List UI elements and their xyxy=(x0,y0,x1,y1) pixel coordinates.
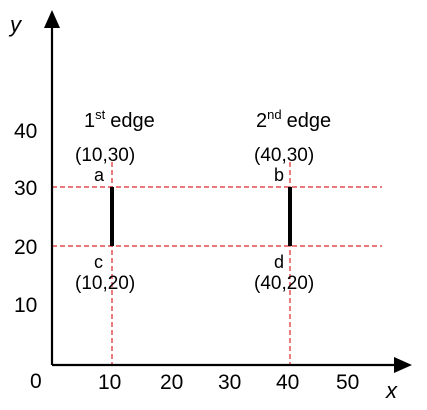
x-tick-label: 50 xyxy=(336,371,359,394)
point-c-label: c xyxy=(94,252,103,272)
point-c-coordinate: (10,20) xyxy=(75,273,135,294)
point-a-label: a xyxy=(94,165,105,185)
point-d-coordinate: (40,20) xyxy=(254,273,314,294)
x-axis-arrow xyxy=(394,357,412,373)
x-tick-label: 40 xyxy=(276,371,299,394)
x-axis-label: x xyxy=(385,378,398,403)
point-d-label: d xyxy=(274,252,284,272)
origin-label: 0 xyxy=(30,370,42,393)
x-tick-label: 10 xyxy=(98,371,121,394)
y-axis-arrow xyxy=(44,10,60,28)
point-b-coordinate: (40,30) xyxy=(254,145,314,166)
x-tick-label: 20 xyxy=(160,371,183,394)
y-tick-label: 20 xyxy=(14,236,37,259)
point-b-label: b xyxy=(274,165,284,185)
point-a-coordinate: (10,30) xyxy=(75,145,135,166)
y-tick-label: 40 xyxy=(14,120,37,143)
y-tick-label: 10 xyxy=(14,294,37,317)
y-axis-label: y xyxy=(8,12,23,37)
y-tick-label: 30 xyxy=(14,177,37,200)
first-edge-title: 1st edge xyxy=(84,107,155,132)
second-edge-title: 2nd edge xyxy=(256,107,331,132)
x-tick-label: 30 xyxy=(218,371,241,394)
